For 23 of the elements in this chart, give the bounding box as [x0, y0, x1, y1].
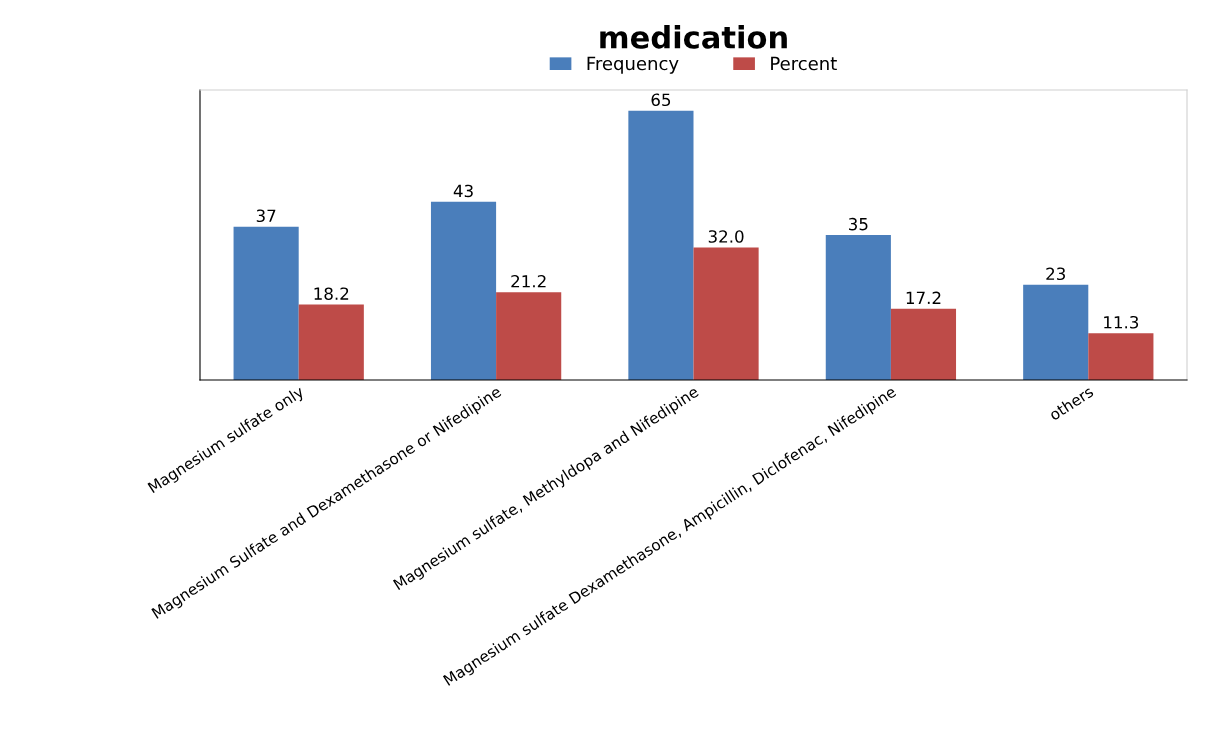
bar — [233, 226, 299, 380]
data-label: 37 — [256, 209, 276, 223]
data-label: 32.0 — [708, 230, 744, 243]
data-label: 21.2 — [511, 274, 546, 288]
data-label: 43 — [453, 184, 473, 198]
data-label: 23 — [1046, 267, 1065, 281]
bar — [825, 235, 891, 380]
bar — [1088, 333, 1154, 380]
bar — [890, 308, 957, 380]
data-label: 35 — [849, 217, 868, 231]
data-label: 17.2 — [906, 291, 941, 304]
chart-title: medication — [600, 25, 787, 49]
bar — [298, 304, 364, 380]
data-label: 18.2 — [314, 287, 349, 300]
legend-label: Percent — [771, 56, 837, 71]
bar — [628, 110, 694, 380]
legend-label: Frequency — [587, 56, 679, 74]
bar — [1023, 284, 1089, 380]
bar — [693, 247, 759, 380]
data-label: 11.3 — [1104, 315, 1139, 329]
bar — [430, 201, 497, 380]
data-label: 65 — [651, 93, 671, 107]
bar — [496, 292, 562, 380]
